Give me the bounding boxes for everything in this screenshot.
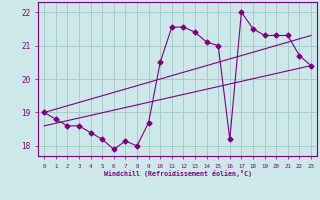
X-axis label: Windchill (Refroidissement éolien,°C): Windchill (Refroidissement éolien,°C) [104,170,252,177]
